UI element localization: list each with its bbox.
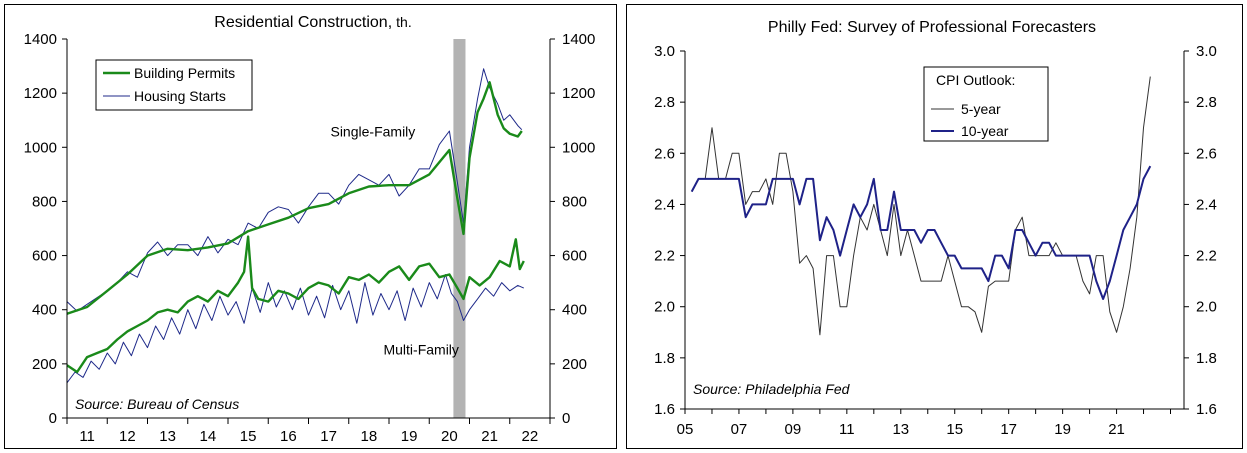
x-tick-label: 14 bbox=[200, 428, 217, 445]
x-tick-label: 21 bbox=[481, 428, 498, 445]
y-tick-label-left: 2.2 bbox=[654, 248, 675, 265]
legend-label-starts: Housing Starts bbox=[134, 88, 226, 104]
y-tick-label-right: 1400 bbox=[562, 31, 595, 48]
y-tick-label-right: 2.0 bbox=[1196, 299, 1217, 316]
y-tick-label-left: 2.4 bbox=[654, 196, 675, 213]
spf-cpi-outlook-chart: 1.6 1.6 1.8 1.8 2.0 2.0 2.2 2.2 2.4 2.4 2.6 2.6 2.8 2… bbox=[626, 4, 1243, 449]
x-tick-label: 21 bbox=[1108, 421, 1125, 438]
y-tick-label-right: 1000 bbox=[562, 139, 595, 156]
chart-title: Philly Fed: Survey of Professional Forec… bbox=[768, 19, 1096, 36]
x-tick-label: 19 bbox=[1054, 421, 1071, 438]
y-tick-label-right: 2.2 bbox=[1196, 248, 1217, 265]
multi-family-housing-starts-line bbox=[66, 274, 525, 384]
y-tick-label-left: 600 bbox=[32, 248, 57, 265]
y-tick-label-right: 800 bbox=[562, 193, 587, 210]
x-tick-label: 09 bbox=[785, 421, 802, 438]
legend-box bbox=[95, 59, 253, 111]
legend: CPI Outlook: 5-year 10-year bbox=[923, 66, 1049, 142]
multi-family-building-permits-line bbox=[66, 235, 525, 374]
x-tick-label: 17 bbox=[1000, 421, 1017, 438]
residential-construction-svg: 0 0 200 200 400 400 600 600 800 800 1000 1000 1200 12… bbox=[24, 14, 596, 445]
single-family-building-permits-line bbox=[66, 81, 523, 315]
source-note: Source: Philadelphia Fed bbox=[693, 381, 851, 397]
x-tick-label: 05 bbox=[677, 421, 694, 438]
x-tick-label: 18 bbox=[361, 428, 378, 445]
y-tick-label-left: 2.8 bbox=[654, 94, 675, 111]
x-tick-label: 19 bbox=[401, 428, 418, 445]
chart-title: Residential Construction, th. bbox=[214, 14, 411, 31]
y-tick-label-left: 400 bbox=[32, 302, 57, 319]
spf-cpi-outlook-svg: 1.6 1.6 1.8 1.8 2.0 2.0 2.2 2.2 2.4 2.4 2.6 2.6 2.8 2… bbox=[654, 19, 1217, 438]
y-tick-label-left: 0 bbox=[49, 410, 57, 427]
x-tick-label: 15 bbox=[240, 428, 257, 445]
y-tick-label-right: 1.8 bbox=[1196, 350, 1217, 367]
10-year-series-line bbox=[690, 165, 1152, 300]
legend: Building Permits Housing Starts bbox=[95, 59, 253, 111]
y-tick-label-right: 400 bbox=[562, 302, 587, 319]
residential-construction-chart: 0 0 200 200 400 400 600 600 800 800 1000 1000 1200 12… bbox=[4, 4, 617, 449]
y-tick-label-left: 1200 bbox=[24, 85, 57, 102]
x-tick-label: 15 bbox=[946, 421, 963, 438]
chart-title-main: Residential Construction, bbox=[214, 14, 392, 31]
annotation-single-family: Single-Family bbox=[330, 123, 415, 139]
y-tick-label-left: 1000 bbox=[24, 139, 57, 156]
y-tick-label-right: 2.6 bbox=[1196, 145, 1217, 162]
y-tick-label-right: 2.8 bbox=[1196, 94, 1217, 111]
x-tick-label: 11 bbox=[79, 428, 95, 445]
recession-shading bbox=[453, 39, 466, 418]
x-tick-label: 07 bbox=[731, 421, 748, 438]
y-tick-label-left: 3.0 bbox=[654, 43, 675, 60]
legend-title: CPI Outlook: bbox=[936, 72, 1015, 88]
y-tick-label-left: 200 bbox=[32, 356, 57, 373]
chart-title-unit: th. bbox=[396, 14, 412, 30]
y-tick-label-right: 1.6 bbox=[1196, 401, 1217, 418]
y-tick-label-right: 2.4 bbox=[1196, 196, 1217, 213]
x-tick-label: 17 bbox=[320, 428, 337, 445]
x-tick-label: 13 bbox=[159, 428, 176, 445]
y-tick-label-right: 200 bbox=[562, 356, 587, 373]
x-tick-label: 11 bbox=[839, 421, 855, 438]
y-tick-label-left: 1400 bbox=[24, 31, 57, 48]
y-tick-label-right: 1200 bbox=[562, 85, 595, 102]
y-tick-label-left: 1.8 bbox=[654, 350, 675, 367]
y-tick-label-right: 0 bbox=[562, 410, 570, 427]
x-tick-label: 16 bbox=[280, 428, 297, 445]
x-tick-label: 22 bbox=[522, 428, 539, 445]
legend-label-10-year: 10-year bbox=[961, 123, 1009, 139]
source-note: Source: Bureau of Census bbox=[75, 396, 239, 412]
x-tick-label: 20 bbox=[441, 428, 458, 445]
y-tick-label-left: 2.6 bbox=[654, 145, 675, 162]
y-tick-label-left: 2.0 bbox=[654, 299, 675, 316]
annotation-multi-family: Multi-Family bbox=[383, 341, 458, 357]
x-tick-label: 13 bbox=[892, 421, 909, 438]
legend-box bbox=[923, 66, 1049, 142]
5-year-series-line bbox=[691, 76, 1151, 336]
y-tick-label-left: 1.6 bbox=[654, 401, 675, 418]
x-tick-label: 12 bbox=[119, 428, 136, 445]
legend-label-permits: Building Permits bbox=[134, 65, 235, 81]
y-tick-label-left: 800 bbox=[32, 193, 57, 210]
y-tick-label-right: 3.0 bbox=[1196, 43, 1217, 60]
legend-label-5-year: 5-year bbox=[961, 101, 1001, 117]
y-tick-label-right: 600 bbox=[562, 248, 587, 265]
